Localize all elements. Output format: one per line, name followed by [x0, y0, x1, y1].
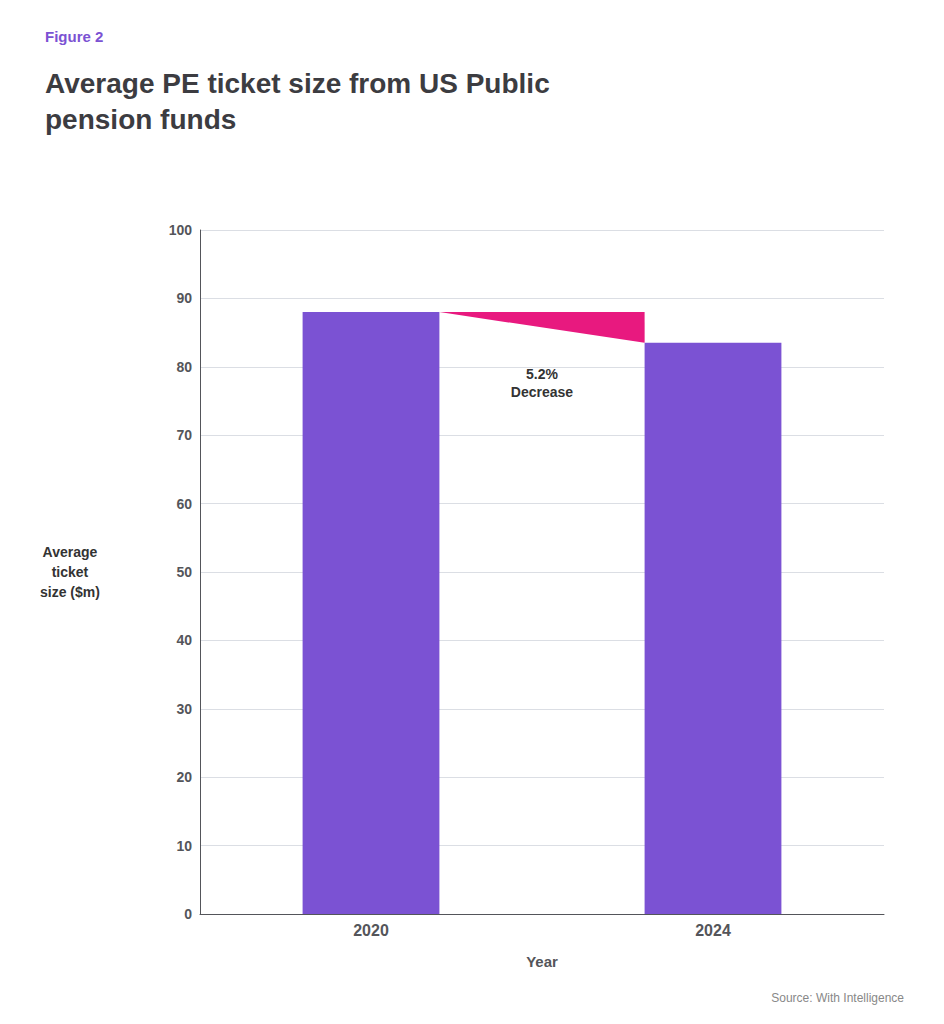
svg-text:5.2%: 5.2%	[526, 366, 558, 382]
svg-text:70: 70	[176, 427, 192, 443]
svg-text:Average: Average	[43, 544, 98, 560]
svg-text:size ($m): size ($m)	[40, 584, 100, 600]
svg-text:2024: 2024	[695, 922, 731, 939]
svg-text:2020: 2020	[353, 922, 389, 939]
svg-text:60: 60	[176, 496, 192, 512]
svg-text:20: 20	[176, 769, 192, 785]
svg-text:0: 0	[184, 906, 192, 922]
svg-text:pension funds: pension funds	[45, 104, 236, 135]
svg-text:30: 30	[176, 701, 192, 717]
svg-text:90: 90	[176, 290, 192, 306]
svg-text:100: 100	[169, 222, 193, 238]
svg-text:ticket: ticket	[52, 564, 89, 580]
svg-text:50: 50	[176, 564, 192, 580]
svg-text:Source: With Intelligence: Source: With Intelligence	[771, 991, 904, 1005]
svg-text:40: 40	[176, 632, 192, 648]
svg-text:Figure 2: Figure 2	[45, 28, 103, 45]
svg-text:80: 80	[176, 359, 192, 375]
svg-text:Decrease: Decrease	[511, 384, 573, 400]
svg-text:Average PE ticket size from US: Average PE ticket size from US Public	[45, 68, 550, 99]
svg-text:10: 10	[176, 838, 192, 854]
svg-text:Year: Year	[526, 953, 558, 970]
